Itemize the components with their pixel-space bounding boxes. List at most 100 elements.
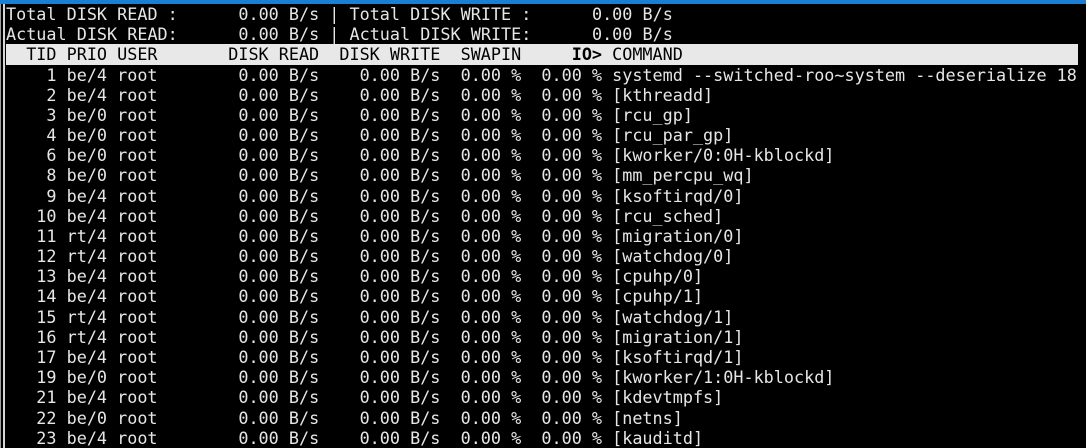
cell-user: root	[117, 145, 158, 166]
cell-command: [ksoftirqd/0]	[612, 185, 744, 206]
cell-prio: be/4	[66, 427, 108, 448]
process-row: 9 be/4 root 0.00 B/s 0.00 B/s 0.00 % 0.0…	[6, 186, 1078, 206]
cell-user: root	[117, 326, 158, 347]
cell-user: root	[117, 427, 158, 448]
cell-user: root	[117, 246, 158, 267]
process-row: 13 be/4 root 0.00 B/s 0.00 B/s 0.00 % 0.…	[6, 266, 1078, 286]
cell-command: [watchdog/0]	[612, 246, 734, 267]
cell-user: root	[117, 367, 158, 388]
cell-io: 0.00 %	[541, 205, 603, 226]
col-header-io-sort: IO>	[571, 44, 603, 65]
col-header-prio: PRIO	[66, 44, 108, 65]
total-disk-read-value: 0.00 B/s	[238, 4, 320, 25]
cell-io: 0.00 %	[541, 246, 603, 267]
cell-disk-write: 0.00 B/s	[359, 104, 441, 125]
cell-tid: 1	[46, 64, 57, 85]
cell-command: [netns]	[612, 407, 683, 428]
cell-io: 0.00 %	[541, 266, 603, 287]
total-disk-write-value: 0.00 B/s	[591, 4, 673, 25]
cell-swapin: 0.00 %	[460, 326, 522, 347]
cell-disk-write: 0.00 B/s	[359, 64, 441, 85]
cell-disk-read: 0.00 B/s	[238, 225, 320, 246]
cell-user: root	[117, 225, 158, 246]
cell-io: 0.00 %	[541, 347, 603, 367]
cell-user: root	[117, 266, 158, 287]
cell-prio: be/4	[66, 84, 108, 105]
cell-tid: 12	[36, 246, 57, 267]
cell-prio: be/0	[66, 145, 108, 166]
cell-tid: 22	[36, 407, 57, 428]
cell-tid: 8	[46, 165, 57, 186]
cell-disk-write: 0.00 B/s	[359, 84, 441, 105]
process-row: 6 be/0 root 0.00 B/s 0.00 B/s 0.00 % 0.0…	[6, 145, 1078, 165]
cell-command: [rcu_par_gp]	[612, 125, 734, 146]
cell-prio: be/4	[66, 387, 108, 408]
process-row: 21 be/4 root 0.00 B/s 0.00 B/s 0.00 % 0.…	[6, 387, 1078, 407]
cell-command: [kdevtmpfs]	[612, 387, 724, 408]
cell-swapin: 0.00 %	[460, 205, 522, 226]
cell-io: 0.00 %	[541, 326, 603, 347]
cell-prio: rt/4	[66, 306, 108, 327]
process-row: 23 be/4 root 0.00 B/s 0.00 B/s 0.00 % 0.…	[6, 428, 1078, 448]
cell-tid: 21	[36, 387, 57, 408]
cell-command: [kauditd]	[612, 427, 704, 448]
cell-tid: 15	[36, 306, 57, 327]
cell-command: [ksoftirqd/1]	[612, 347, 744, 367]
cell-disk-read: 0.00 B/s	[238, 104, 320, 125]
cell-disk-read: 0.00 B/s	[238, 145, 320, 166]
cell-swapin: 0.00 %	[460, 387, 522, 408]
cell-user: root	[117, 286, 158, 307]
cell-disk-read: 0.00 B/s	[238, 367, 320, 388]
cell-disk-write: 0.00 B/s	[359, 145, 441, 166]
total-disk-summary-line: Total DISK READ : 0.00 B/s | Total DISK …	[6, 4, 1078, 24]
cell-io: 0.00 %	[541, 145, 603, 166]
cell-user: root	[117, 306, 158, 327]
cell-swapin: 0.00 %	[460, 165, 522, 186]
cell-io: 0.00 %	[541, 104, 603, 125]
cell-io: 0.00 %	[541, 64, 603, 85]
col-header-swapin: SWAPIN	[460, 44, 522, 65]
col-header-command: COMMAND	[612, 44, 683, 65]
col-header-tid: TID	[26, 44, 57, 65]
cell-disk-read: 0.00 B/s	[238, 84, 320, 105]
cell-disk-read: 0.00 B/s	[238, 205, 320, 226]
window-top-border-accent	[0, 0, 1086, 4]
cell-io: 0.00 %	[541, 84, 603, 105]
cell-user: root	[117, 125, 158, 146]
process-rows: 1 be/4 root 0.00 B/s 0.00 B/s 0.00 % 0.0…	[6, 65, 1078, 448]
cell-io: 0.00 %	[541, 165, 603, 186]
cell-tid: 17	[36, 347, 57, 367]
cell-command: [cpuhp/0]	[612, 266, 704, 287]
cell-prio: rt/4	[66, 326, 108, 347]
cell-disk-read: 0.00 B/s	[238, 427, 320, 448]
cell-prio: be/0	[66, 367, 108, 388]
actual-disk-write-label: Actual DISK WRITE:	[349, 24, 532, 45]
cell-disk-write: 0.00 B/s	[359, 266, 441, 287]
cell-disk-write: 0.00 B/s	[359, 185, 441, 206]
cell-tid: 2	[46, 84, 57, 105]
cell-command: systemd --switched-roo~system --deserial…	[612, 64, 1077, 85]
cell-user: root	[117, 104, 158, 125]
summary-separator: |	[329, 24, 340, 45]
cell-tid: 10	[36, 205, 57, 226]
cell-prio: be/4	[66, 64, 108, 85]
cell-disk-read: 0.00 B/s	[238, 286, 320, 307]
cell-io: 0.00 %	[541, 185, 603, 206]
cell-disk-write: 0.00 B/s	[359, 347, 441, 367]
cell-user: root	[117, 185, 158, 206]
col-header-user: USER	[117, 44, 158, 65]
cell-tid: 11	[36, 225, 57, 246]
cell-command: [cpuhp/1]	[612, 286, 704, 307]
cell-io: 0.00 %	[541, 225, 603, 246]
actual-disk-read-value: 0.00 B/s	[238, 24, 320, 45]
process-row: 19 be/0 root 0.00 B/s 0.00 B/s 0.00 % 0.…	[6, 367, 1078, 387]
cell-tid: 23	[36, 427, 57, 448]
cell-disk-read: 0.00 B/s	[238, 306, 320, 327]
cell-prio: be/4	[66, 185, 108, 206]
cell-disk-read: 0.00 B/s	[238, 165, 320, 186]
cell-io: 0.00 %	[541, 125, 603, 146]
cell-disk-read: 0.00 B/s	[238, 64, 320, 85]
cell-swapin: 0.00 %	[460, 427, 522, 448]
cell-swapin: 0.00 %	[460, 306, 522, 327]
